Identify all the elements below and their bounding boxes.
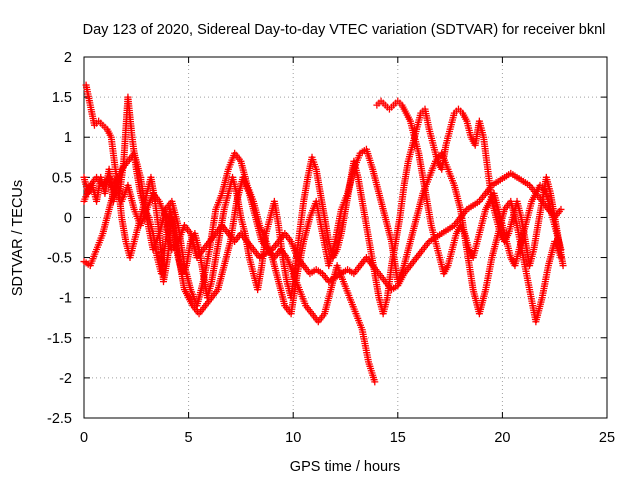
data-point <box>559 262 567 270</box>
y-tick-label: 0.5 <box>52 170 72 186</box>
y-tick-label: 1 <box>64 130 72 146</box>
x-axis-label: GPS time / hours <box>290 459 400 475</box>
y-axis: -2.5 -2 -1.5 -1 -0.5 0 0.5 1 1.5 2 <box>47 50 607 427</box>
y-tick-label: 0 <box>64 210 72 226</box>
y-tick-label: 1.5 <box>52 90 72 106</box>
x-axis: 0 5 10 15 20 25 <box>80 57 615 446</box>
y-tick-label: -0.5 <box>47 251 72 267</box>
y-tick-label: -1.5 <box>47 331 72 347</box>
data-point <box>371 378 379 386</box>
y-tick-label: -2 <box>59 371 72 387</box>
x-tick-label: 0 <box>80 430 88 446</box>
y-tick-label: -2.5 <box>47 411 72 427</box>
chart-title: Day 123 of 2020, Sidereal Day-to-day VTE… <box>83 22 606 38</box>
y-tick-label: -1 <box>59 291 72 307</box>
x-tick-label: 5 <box>185 430 193 446</box>
y-axis-label: SDTVAR / TECUs <box>10 180 26 296</box>
x-tick-label: 15 <box>390 430 406 446</box>
x-tick-label: 25 <box>599 430 615 446</box>
y-tick-label: 2 <box>64 50 72 66</box>
data-points <box>80 81 567 386</box>
x-tick-label: 20 <box>494 430 510 446</box>
data-point <box>557 205 565 213</box>
x-tick-label: 10 <box>285 430 301 446</box>
data-point <box>557 246 565 254</box>
plot-frame <box>83 56 608 419</box>
